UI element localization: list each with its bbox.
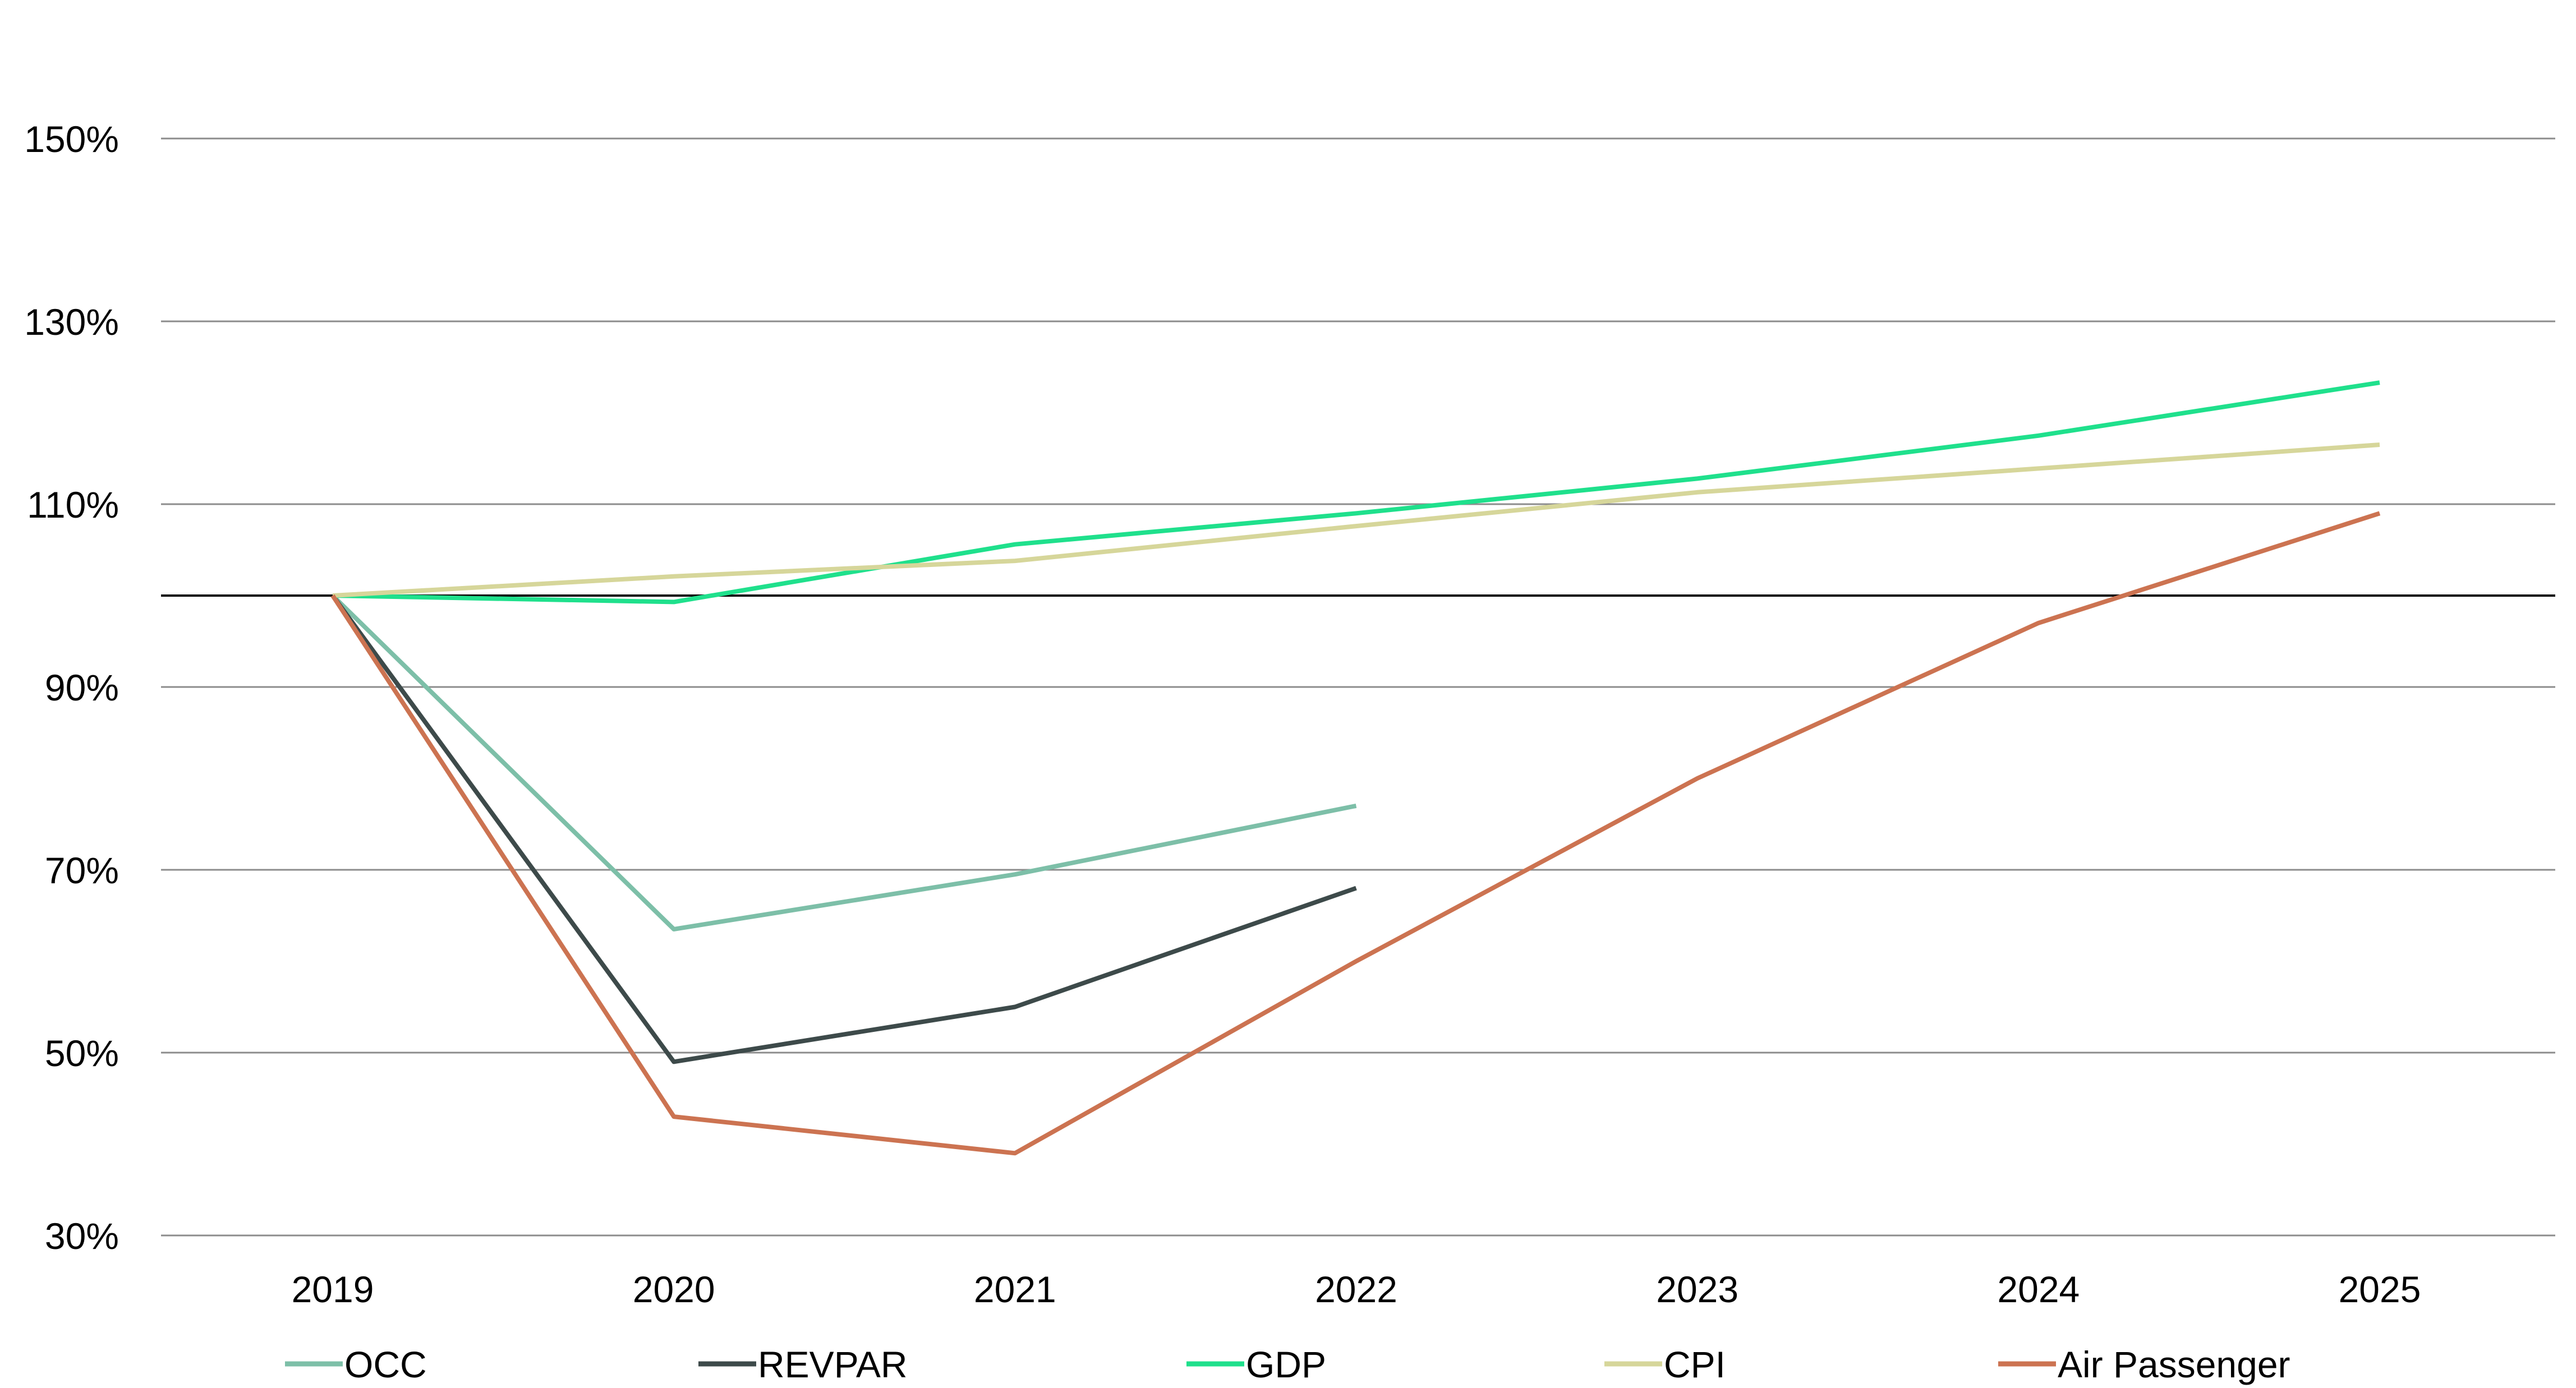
legend-label-occ: OCC [344, 1344, 427, 1385]
series-line-air-passenger [330, 511, 2381, 1156]
legend-label-gdp: GDP [1246, 1344, 1326, 1385]
y-tick-label: 110% [27, 484, 119, 525]
series-line-revpar [330, 594, 1357, 1064]
x-tick-label: 2024 [1997, 1269, 2080, 1310]
x-axis-tick-labels: 2019 2020 2021 2022 2023 2024 2025 [292, 1269, 2421, 1310]
y-tick-label: 90% [45, 667, 119, 708]
x-tick-label: 2025 [2339, 1269, 2421, 1310]
legend: OCC REVPAR GDP CPI Air Passenger [285, 1344, 2290, 1385]
y-tick-label: 70% [45, 850, 119, 891]
y-tick-label: 130% [24, 301, 119, 343]
series-line-gdp [332, 380, 2380, 605]
series-line-cpi [332, 442, 2380, 598]
y-axis-tick-labels: 30% 50% 70% 90% 110% 130% 150% [24, 118, 119, 1257]
grid-lines [161, 137, 2555, 1237]
legend-label-cpi: CPI [1664, 1344, 1726, 1385]
y-tick-label: 150% [24, 118, 119, 160]
x-tick-label: 2020 [633, 1269, 715, 1310]
legend-label-revpar: REVPAR [758, 1344, 908, 1385]
legend-label-air-passenger: Air Passenger [2058, 1344, 2290, 1385]
x-tick-label: 2022 [1315, 1269, 1397, 1310]
series-lines [330, 380, 2381, 1156]
y-tick-label: 50% [45, 1032, 119, 1074]
x-tick-label: 2019 [292, 1269, 374, 1310]
x-tick-label: 2021 [974, 1269, 1056, 1310]
y-tick-label: 30% [45, 1215, 119, 1257]
series-line-occ [331, 594, 1357, 932]
x-tick-label: 2023 [1656, 1269, 1738, 1310]
